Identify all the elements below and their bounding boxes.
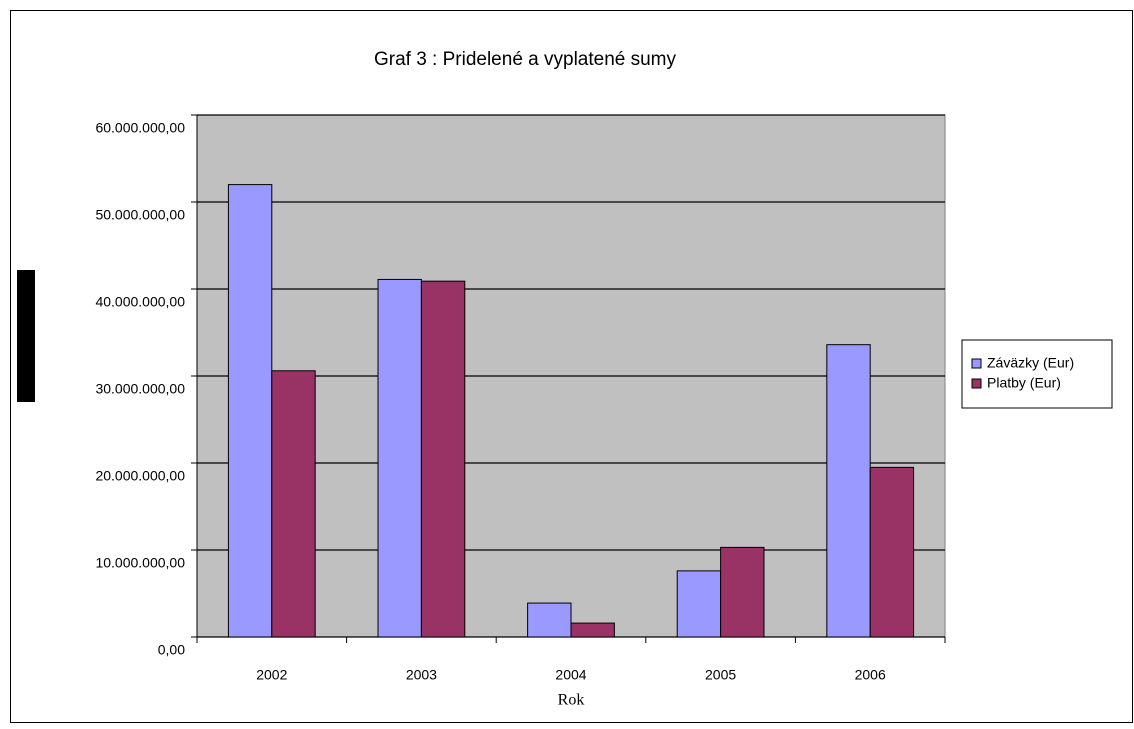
y-tick-label: 50.000.000,00 [95, 207, 185, 223]
y-tick-label: 10.000.000,00 [95, 555, 185, 571]
bar [377, 278, 422, 638]
legend-label: Záväzky (Eur) [987, 355, 1074, 371]
y-tick-label: 20.000.000,00 [95, 468, 185, 484]
bar [720, 546, 765, 638]
x-tick-label: 2004 [555, 667, 586, 683]
legend-box [961, 339, 1113, 409]
y-tick-label: 40.000.000,00 [95, 294, 185, 310]
chart-title: Graf 3 : Pridelené a vyplatené sumy [374, 49, 677, 70]
x-tick-label: 2002 [256, 667, 287, 683]
bar [869, 466, 915, 638]
y-tick-label: 30.000.000,00 [95, 381, 185, 397]
bar [420, 280, 466, 638]
bar [826, 344, 871, 638]
x-tick-label: 2006 [855, 667, 886, 683]
x-axis-title: Rok [558, 692, 585, 709]
bar [527, 602, 572, 638]
legend-label: Platby (Eur) [987, 375, 1061, 391]
bar [570, 622, 615, 638]
x-tick-label: 2005 [705, 667, 736, 683]
redacted-axis-title [17, 270, 35, 402]
bar [227, 184, 273, 638]
legend-swatch [971, 378, 982, 389]
x-tick-label: 2003 [406, 667, 437, 683]
bar [271, 370, 316, 638]
y-tick-label: 0,00 [158, 642, 185, 658]
y-tick-label: 60.000.000,00 [95, 120, 185, 136]
legend-swatch [971, 358, 982, 369]
bar [676, 570, 722, 638]
